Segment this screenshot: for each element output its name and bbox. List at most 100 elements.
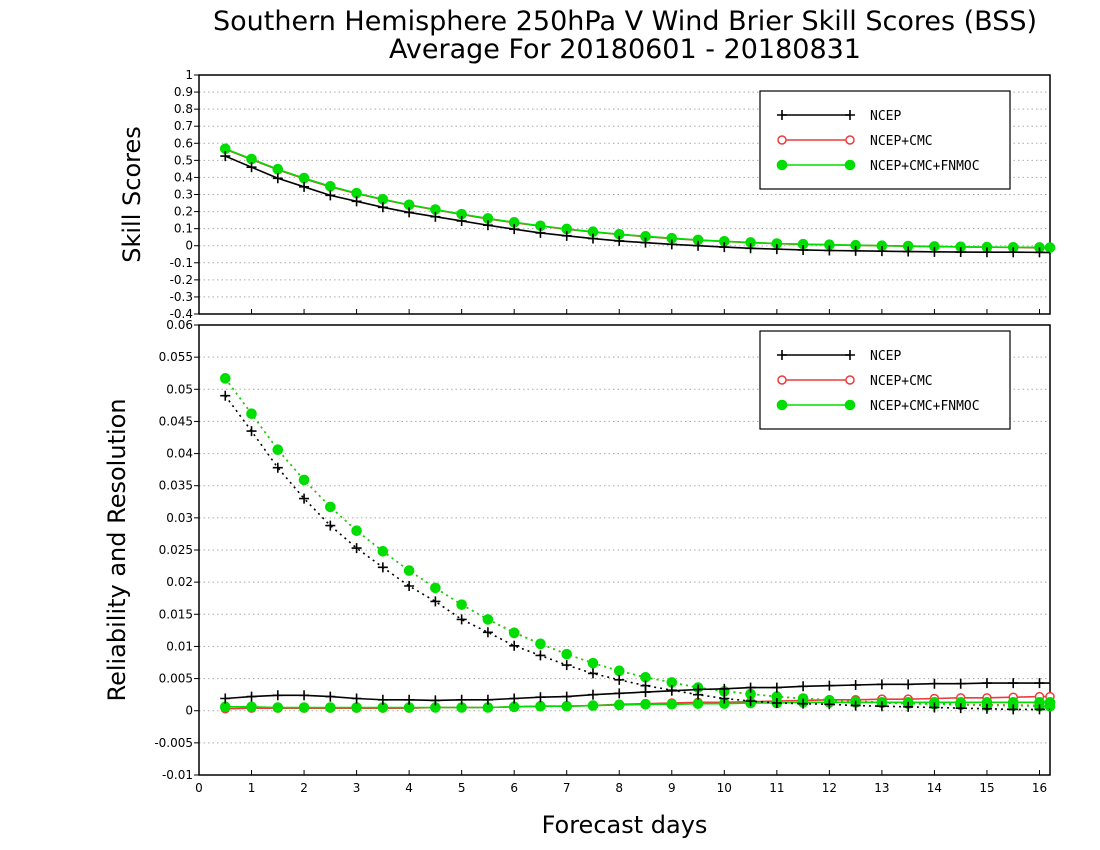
ncep-cmc-fnmoc-reliability-point-2 — [272, 702, 284, 713]
chart-title-line1: Southern Hemisphere 250hPa V Wind Brier … — [213, 6, 1037, 37]
ncep-resolution-point-5 — [351, 543, 362, 554]
ncep-resolution-point-27 — [929, 702, 940, 713]
ncep-point-28 — [955, 247, 966, 258]
ncep-point-10 — [482, 220, 493, 231]
x-tick-label: 16 — [1032, 781, 1047, 795]
series-ncep — [220, 151, 1051, 258]
ncep-point-14 — [587, 233, 598, 244]
y-axis-label: Reliability and Resolution — [103, 398, 131, 701]
series-ncep-reliability — [220, 678, 1050, 706]
ncep-point-6 — [377, 202, 388, 213]
x-tick-label: 5 — [458, 781, 466, 795]
ncep-resolution-point-14 — [587, 668, 598, 679]
ncep-cmc-fnmoc-resolution-point-3 — [298, 474, 310, 486]
ncep-resolution-point-19 — [719, 693, 730, 704]
y-tick-label: 1 — [185, 68, 193, 82]
ncep-cmc-fnmoc-resolution-point-15 — [613, 665, 625, 677]
ncep-point-11 — [509, 224, 520, 235]
ncep-reliability-point-28 — [955, 678, 966, 689]
ncep-point-29 — [981, 247, 992, 258]
reliability-resolution-panel: -0.01 -0.005 0 0.005 0.01 0.015 0.02 0.025 0.03 0… — [103, 318, 1056, 839]
y-tick-label: 0.06 — [166, 318, 193, 332]
ncep-resolution-point-12 — [535, 650, 546, 661]
ncep-cmc-fnmoc-point-3 — [298, 172, 310, 184]
ncep-reliability-point-7 — [404, 694, 415, 705]
ncep-reliability-point-27 — [929, 678, 940, 689]
ncep-point-4 — [325, 190, 336, 201]
legend-entry: NCEP — [870, 349, 901, 364]
ncep-point-26 — [903, 246, 914, 257]
legend-0-point-b — [845, 110, 855, 120]
ncep-cmc-fnmoc-reliability-point-12 — [535, 700, 546, 712]
ncep-reliability-point-6 — [377, 694, 388, 705]
y-tick-label: 0.6 — [174, 136, 193, 150]
y-tick-label: 0.025 — [159, 543, 193, 557]
ncep-resolution-point-25 — [876, 701, 887, 712]
ncep-reliability-point-25 — [876, 679, 887, 690]
x-tick-label: 1 — [248, 781, 256, 795]
ncep-resolution-point-29 — [981, 703, 992, 714]
x-tick-label: 15 — [979, 781, 994, 795]
y-tick-label: 0.4 — [174, 170, 193, 184]
ncep-resolution-point-26 — [903, 701, 914, 712]
ncep-reliability-point-23 — [824, 680, 835, 691]
ncep-cmc-fnmoc-resolution-point-2 — [272, 444, 284, 456]
ncep-cmc-fnmoc-resolution-point-6 — [377, 545, 389, 557]
ncep-resolution-point-11 — [509, 640, 520, 651]
x-tick-label: 11 — [769, 781, 784, 795]
x-axis-label: Forecast days — [542, 811, 708, 839]
ncep-resolution-point-30 — [1008, 704, 1019, 715]
y-tick-label: 0.055 — [159, 350, 193, 364]
ncep-resolution-point-1 — [246, 426, 257, 437]
legend-1-point-a — [777, 135, 787, 145]
ncep-reliability-point-21 — [771, 682, 782, 693]
y-tick-label: 0.005 — [159, 672, 193, 686]
legend-2-point-a — [776, 159, 788, 171]
ncep-cmc-fnmoc-resolution-point-32 — [1044, 700, 1056, 712]
ncep-reliability-point-24 — [850, 680, 861, 690]
legend-entry: NCEP+CMC+FNMOC — [870, 399, 980, 414]
ncep-point-16 — [640, 237, 651, 248]
ncep-point-27 — [929, 246, 940, 257]
ncep-cmc-fnmoc-resolution-point-8 — [430, 582, 441, 594]
ncep-cmc-fnmoc-reliability-point-17 — [666, 698, 678, 710]
ncep-point-2 — [272, 173, 283, 184]
ncep-point-5 — [351, 196, 362, 207]
ncep-point-20 — [745, 243, 756, 254]
ncep-reliability-point-11 — [509, 693, 520, 704]
ncep-reliability-point-14 — [587, 689, 598, 700]
ncep-reliability-point-15 — [614, 688, 625, 699]
ncep-point-21 — [771, 244, 782, 255]
ncep-cmc-fnmoc-reliability-point-1 — [246, 701, 257, 713]
ncep-cmc-fnmoc-reliability-point-14 — [587, 700, 599, 711]
legend-2-point-b — [844, 159, 856, 171]
ncep-cmc-fnmoc-reliability-point-4 — [325, 702, 336, 713]
ncep-point-3 — [299, 181, 310, 192]
ncep-resolution-point-16 — [640, 680, 651, 691]
y-tick-label: 0.04 — [166, 447, 193, 461]
chart-title-line2: Average For 20180601 - 20180831 — [389, 34, 861, 65]
ncep-cmc-fnmoc-point-2 — [272, 163, 284, 175]
x-tick-label: 0 — [195, 781, 203, 795]
series-line-ncep-resolution — [224, 395, 1050, 711]
ncep-reliability-point-26 — [903, 679, 914, 690]
y-axis-label: Skill Scores — [118, 126, 146, 263]
x-tick-label: 12 — [822, 781, 837, 795]
ncep-cmc-fnmoc-point-32 — [1044, 242, 1056, 253]
ncep-point-7 — [404, 207, 415, 218]
ncep-cmc-fnmoc-resolution-point-9 — [456, 599, 467, 610]
ncep-cmc-fnmoc-resolution-point-1 — [246, 408, 257, 420]
legend-0-point-b — [845, 350, 855, 360]
ncep-resolution-point-3 — [299, 493, 310, 504]
y-tick-label: -0.2 — [170, 273, 193, 287]
ncep-point-9 — [456, 215, 467, 226]
ncep-point-25 — [876, 246, 887, 257]
ncep-resolution-point-17 — [666, 685, 677, 696]
x-tick-label: 2 — [300, 781, 308, 795]
ncep-cmc-fnmoc-resolution-point-7 — [403, 565, 415, 576]
ncep-point-17 — [666, 239, 677, 250]
ncep-cmc-fnmoc-point-4 — [325, 181, 336, 192]
y-tick-label: 0.045 — [159, 414, 193, 428]
ncep-reliability-point-31 — [1034, 678, 1045, 689]
ncep-reliability-point-4 — [325, 691, 336, 702]
